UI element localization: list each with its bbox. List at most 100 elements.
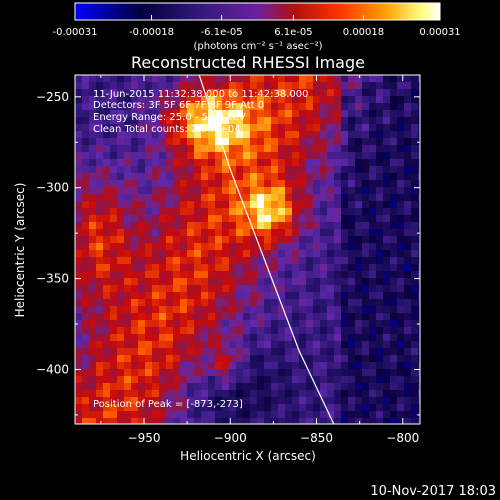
heatmap-cell (257, 215, 265, 223)
heatmap-cell (334, 166, 342, 174)
heatmap-cell (383, 96, 391, 104)
heatmap-cell (208, 229, 216, 237)
heatmap-cell (131, 390, 139, 398)
heatmap-cell (320, 243, 328, 251)
heatmap-cell (103, 103, 111, 111)
heatmap-cell (418, 152, 420, 160)
heatmap-cell (89, 334, 97, 342)
heatmap-cell (250, 383, 258, 391)
heatmap-cell (117, 236, 125, 244)
heatmap-cell (166, 299, 174, 307)
heatmap-cell (278, 82, 286, 90)
heatmap-cell (194, 369, 202, 377)
heatmap-cell (306, 278, 314, 286)
heatmap-cell (348, 110, 356, 118)
heatmap-cell (334, 138, 342, 146)
heatmap-cell (418, 250, 420, 258)
heatmap-cell (285, 418, 293, 424)
heatmap-cell (201, 334, 209, 342)
heatmap-cell (390, 110, 398, 118)
heatmap-cell (124, 152, 132, 160)
heatmap-cell (362, 264, 370, 272)
heatmap-cell (173, 180, 181, 188)
heatmap-cell (117, 173, 125, 181)
heatmap-cell (75, 124, 83, 132)
heatmap-cell (257, 306, 265, 314)
heatmap-cell (138, 82, 146, 90)
heatmap-cell (96, 166, 104, 174)
heatmap-cell (341, 383, 349, 391)
heatmap-cell (250, 152, 258, 160)
heatmap-cell (397, 201, 405, 209)
heatmap-cell (390, 117, 398, 125)
heatmap-cell (264, 236, 272, 244)
heatmap-cell (355, 418, 363, 424)
heatmap-cell (341, 229, 349, 237)
heatmap-cell (152, 117, 160, 125)
heatmap-cell (75, 187, 83, 195)
heatmap-cell (376, 201, 384, 209)
heatmap-cell (187, 152, 195, 160)
colorbar-tick-label: -0.00018 (129, 27, 174, 38)
heatmap-cell (145, 229, 153, 237)
heatmap-cell (159, 411, 167, 419)
heatmap-cell (404, 306, 412, 314)
heatmap-cell (257, 369, 265, 377)
heatmap-cell (411, 299, 419, 307)
heatmap-cell (159, 96, 167, 104)
heatmap-cell (208, 292, 216, 300)
heatmap-cell (215, 180, 223, 188)
heatmap-cell (299, 341, 307, 349)
heatmap-cell (194, 348, 202, 356)
heatmap-cell (117, 250, 125, 258)
heatmap-cell (355, 383, 363, 391)
heatmap-cell (341, 348, 349, 356)
heatmap-cell (131, 348, 139, 356)
heatmap-cell (75, 152, 83, 160)
heatmap-cell (376, 271, 384, 279)
heatmap-cell (369, 369, 377, 377)
heatmap-cell (376, 299, 384, 307)
heatmap-cell (89, 131, 97, 139)
heatmap-cell (306, 334, 314, 342)
heatmap-cell (229, 222, 237, 230)
heatmap-cell (292, 327, 300, 335)
heatmap-cell (201, 369, 209, 377)
heatmap-cell (82, 117, 90, 125)
heatmap-cell (138, 89, 146, 97)
heatmap-cell (334, 320, 342, 328)
heatmap-cell (411, 376, 419, 384)
heatmap-cell (376, 355, 384, 363)
heatmap-cell (138, 159, 146, 167)
heatmap-cell (180, 418, 188, 424)
heatmap-cell (89, 75, 97, 83)
heatmap-cell (166, 117, 174, 125)
heatmap-cell (306, 166, 314, 174)
heatmap-cell (306, 152, 314, 160)
heatmap-cell (418, 390, 420, 398)
heatmap-cell (194, 215, 202, 223)
heatmap-cell (236, 145, 244, 153)
heatmap-cell (236, 306, 244, 314)
heatmap-cell (215, 292, 223, 300)
heatmap-cell (285, 390, 293, 398)
heatmap-cell (257, 313, 265, 321)
annotation-clean-counts: Clean Total counts: 2.04e+04 (93, 124, 241, 135)
heatmap-cell (159, 124, 167, 132)
heatmap-cell (159, 264, 167, 272)
heatmap-cell (250, 264, 258, 272)
heatmap-cell (306, 264, 314, 272)
heatmap-cell (145, 292, 153, 300)
heatmap-cell (96, 348, 104, 356)
heatmap-cell (138, 166, 146, 174)
heatmap-cell (215, 250, 223, 258)
heatmap-cell (131, 383, 139, 391)
heatmap-cell (390, 411, 398, 419)
heatmap-cell (145, 96, 153, 104)
heatmap-cell (187, 201, 195, 209)
heatmap-cell (313, 376, 321, 384)
heatmap-cell (82, 341, 90, 349)
heatmap-cell (222, 271, 230, 279)
heatmap-cell (348, 376, 356, 384)
heatmap-cell (138, 397, 146, 405)
